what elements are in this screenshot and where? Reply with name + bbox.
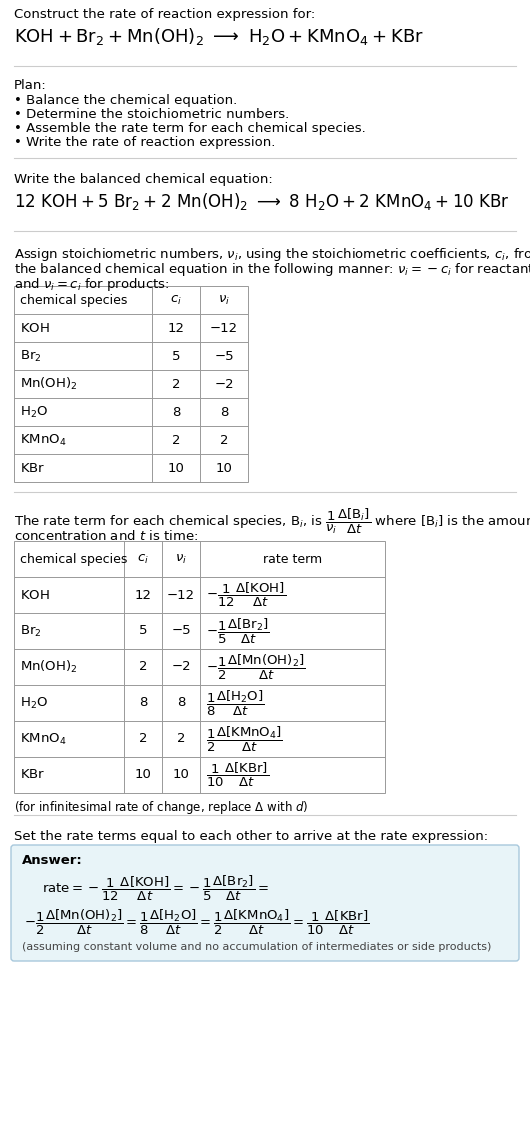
Text: $\mathrm{KOH}$: $\mathrm{KOH}$: [20, 322, 50, 335]
Bar: [14, 541, 385, 793]
Text: 2: 2: [220, 434, 228, 446]
Text: the balanced chemical equation in the following manner: $\nu_i = -c_i$ for react: the balanced chemical equation in the fo…: [14, 261, 530, 278]
Text: $\mathrm{Mn(OH)_2}$: $\mathrm{Mn(OH)_2}$: [20, 376, 77, 393]
Text: −2: −2: [171, 660, 191, 674]
Text: $\mathrm{KOH}$: $\mathrm{KOH}$: [20, 588, 50, 602]
Text: Assign stoichiometric numbers, $\nu_i$, using the stoichiometric coefficients, $: Assign stoichiometric numbers, $\nu_i$, …: [14, 246, 530, 263]
Text: (assuming constant volume and no accumulation of intermediates or side products): (assuming constant volume and no accumul…: [22, 942, 491, 953]
Text: 8: 8: [177, 696, 185, 709]
Text: Set the rate terms equal to each other to arrive at the rate expression:: Set the rate terms equal to each other t…: [14, 830, 488, 843]
Text: 12: 12: [167, 322, 184, 335]
Text: $\dfrac{1}{10}\dfrac{\Delta[\mathrm{KBr}]}{\Delta t}$: $\dfrac{1}{10}\dfrac{\Delta[\mathrm{KBr}…: [206, 761, 269, 789]
Text: rate term: rate term: [263, 553, 322, 566]
Text: Construct the rate of reaction expression for:: Construct the rate of reaction expressio…: [14, 8, 315, 20]
Text: 2: 2: [139, 660, 147, 674]
Text: $\mathrm{KMnO_4}$: $\mathrm{KMnO_4}$: [20, 732, 66, 747]
Text: 12: 12: [135, 588, 152, 602]
Text: 10: 10: [135, 768, 152, 782]
Text: 2: 2: [172, 378, 180, 390]
Text: 2: 2: [176, 733, 186, 745]
Text: $c_i$: $c_i$: [170, 294, 182, 306]
Text: 8: 8: [220, 405, 228, 419]
Text: • Balance the chemical equation.: • Balance the chemical equation.: [14, 94, 237, 107]
Text: $\mathrm{H_2O}$: $\mathrm{H_2O}$: [20, 695, 48, 710]
Text: 5: 5: [139, 625, 147, 637]
Text: $\mathrm{Br_2}$: $\mathrm{Br_2}$: [20, 348, 41, 363]
Text: 10: 10: [216, 462, 233, 475]
Text: Answer:: Answer:: [22, 854, 83, 867]
Text: −5: −5: [214, 349, 234, 363]
Text: 10: 10: [173, 768, 189, 782]
Text: $\mathrm{Br_2}$: $\mathrm{Br_2}$: [20, 624, 41, 638]
Text: The rate term for each chemical species, B$_i$, is $\dfrac{1}{\nu_i}\dfrac{\Delt: The rate term for each chemical species,…: [14, 508, 530, 536]
Text: • Write the rate of reaction expression.: • Write the rate of reaction expression.: [14, 137, 276, 149]
Text: $\mathrm{H_2O}$: $\mathrm{H_2O}$: [20, 404, 48, 420]
Text: −12: −12: [210, 322, 238, 335]
Text: $\dfrac{1}{8}\dfrac{\Delta[\mathrm{H_2O}]}{\Delta t}$: $\dfrac{1}{8}\dfrac{\Delta[\mathrm{H_2O}…: [206, 688, 264, 718]
Text: concentration and $t$ is time:: concentration and $t$ is time:: [14, 529, 198, 543]
Text: 2: 2: [139, 733, 147, 745]
Text: and $\nu_i = c_i$ for products:: and $\nu_i = c_i$ for products:: [14, 277, 170, 292]
Text: chemical species: chemical species: [20, 294, 127, 306]
Text: Write the balanced chemical equation:: Write the balanced chemical equation:: [14, 173, 273, 185]
Text: $\mathrm{KOH + Br_2 + Mn(OH)_2 \ \longrightarrow \ H_2O + KMnO_4 + KBr}$: $\mathrm{KOH + Br_2 + Mn(OH)_2 \ \longri…: [14, 26, 424, 47]
Text: $\mathrm{KBr}$: $\mathrm{KBr}$: [20, 462, 46, 475]
Text: $\mathrm{12\ KOH + 5\ Br_2 + 2\ Mn(OH)_2 \ \longrightarrow \ 8\ H_2O + 2\ KMnO_4: $\mathrm{12\ KOH + 5\ Br_2 + 2\ Mn(OH)_2…: [14, 191, 510, 212]
Text: • Assemble the rate term for each chemical species.: • Assemble the rate term for each chemic…: [14, 122, 366, 135]
Text: $-\dfrac{1}{2}\dfrac{\Delta[\mathrm{Mn(OH)_2}]}{\Delta t}$: $-\dfrac{1}{2}\dfrac{\Delta[\mathrm{Mn(O…: [206, 652, 305, 682]
Text: 10: 10: [167, 462, 184, 475]
Text: $\mathrm{rate} = -\dfrac{1}{12}\dfrac{\Delta[\mathrm{KOH}]}{\Delta t} = -\dfrac{: $\mathrm{rate} = -\dfrac{1}{12}\dfrac{\D…: [42, 874, 269, 904]
Text: $\mathrm{Mn(OH)_2}$: $\mathrm{Mn(OH)_2}$: [20, 659, 77, 675]
Text: 5: 5: [172, 349, 180, 363]
Text: $\mathrm{KMnO_4}$: $\mathrm{KMnO_4}$: [20, 432, 66, 447]
Text: 2: 2: [172, 434, 180, 446]
Text: $-\dfrac{1}{2}\dfrac{\Delta[\mathrm{Mn(OH)_2}]}{\Delta t} = \dfrac{1}{8}\dfrac{\: $-\dfrac{1}{2}\dfrac{\Delta[\mathrm{Mn(O…: [24, 908, 369, 938]
Text: $\nu_i$: $\nu_i$: [218, 294, 230, 306]
Text: $-\dfrac{1}{5}\dfrac{\Delta[\mathrm{Br_2}]}{\Delta t}$: $-\dfrac{1}{5}\dfrac{\Delta[\mathrm{Br_2…: [206, 617, 269, 645]
Text: (for infinitesimal rate of change, replace $\Delta$ with $d$): (for infinitesimal rate of change, repla…: [14, 799, 308, 816]
Text: 8: 8: [139, 696, 147, 709]
Text: $-\dfrac{1}{12}\dfrac{\Delta[\mathrm{KOH}]}{\Delta t}$: $-\dfrac{1}{12}\dfrac{\Delta[\mathrm{KOH…: [206, 580, 286, 609]
Text: $\nu_i$: $\nu_i$: [175, 552, 187, 566]
Text: −2: −2: [214, 378, 234, 390]
Text: Plan:: Plan:: [14, 79, 47, 92]
Text: 8: 8: [172, 405, 180, 419]
Bar: [14, 286, 248, 483]
Text: $c_i$: $c_i$: [137, 552, 149, 566]
Text: • Determine the stoichiometric numbers.: • Determine the stoichiometric numbers.: [14, 108, 289, 121]
Text: $\mathrm{KBr}$: $\mathrm{KBr}$: [20, 768, 46, 782]
Text: −12: −12: [167, 588, 195, 602]
Text: chemical species: chemical species: [20, 553, 127, 566]
Text: −5: −5: [171, 625, 191, 637]
Text: $\dfrac{1}{2}\dfrac{\Delta[\mathrm{KMnO_4}]}{\Delta t}$: $\dfrac{1}{2}\dfrac{\Delta[\mathrm{KMnO_…: [206, 725, 283, 753]
FancyBboxPatch shape: [11, 846, 519, 960]
